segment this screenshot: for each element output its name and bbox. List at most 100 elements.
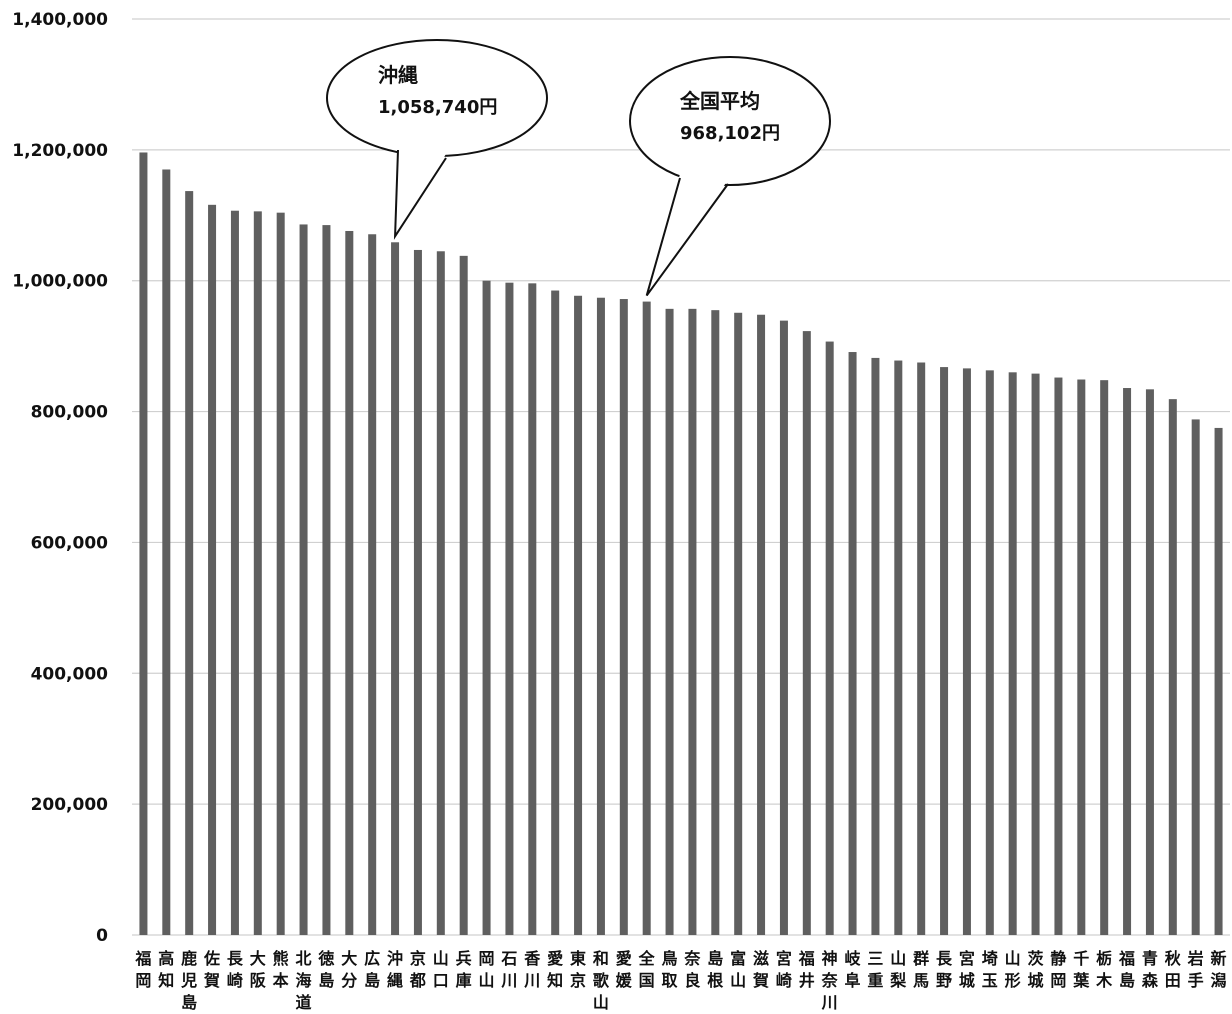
- x-tick-label: 群馬: [913, 949, 929, 990]
- x-tick-label: 神奈川: [821, 949, 839, 1012]
- bar-岡山: [482, 280, 491, 935]
- bar-宮崎: [779, 320, 788, 935]
- x-tick-label: 青森: [1142, 949, 1159, 990]
- x-tick-label: 岡山: [479, 949, 495, 990]
- bar-滋賀: [757, 314, 766, 935]
- x-tick-label: 徳島: [317, 949, 334, 990]
- x-tick-label: 香川: [523, 949, 541, 990]
- bar-徳島: [322, 225, 331, 936]
- bar-大阪: [253, 211, 262, 936]
- bar-茨城: [1031, 373, 1040, 935]
- x-tick-label: 山口: [433, 949, 449, 990]
- x-tick-label: 京都: [409, 949, 426, 990]
- y-tick-label: 200,000: [31, 795, 109, 815]
- callout-title: 全国平均: [679, 89, 760, 113]
- x-tick-label: 山梨: [889, 949, 907, 990]
- x-tick-label: 埼玉: [982, 949, 998, 990]
- y-tick-label: 1,000,000: [12, 272, 108, 292]
- bar-京都: [413, 249, 422, 935]
- callout-value: 968,102円: [680, 123, 780, 144]
- bar-島根: [711, 310, 720, 936]
- x-tick-label: 島根: [707, 949, 723, 990]
- x-tick-label: 長野: [936, 949, 953, 990]
- bar-神奈川: [825, 341, 834, 935]
- x-tick-label: 鹿児島: [180, 949, 197, 1012]
- x-tick-label: 新潟: [1211, 949, 1227, 990]
- bar-栃木: [1100, 380, 1109, 935]
- x-tick-label: 奈良: [683, 949, 701, 990]
- x-tick-label: 沖縄: [387, 949, 403, 990]
- x-tick-label: 高知: [158, 949, 174, 990]
- x-tick-label: 山形: [1005, 949, 1021, 990]
- bar-埼玉: [985, 370, 994, 935]
- bar-高知: [162, 169, 171, 935]
- bar-長崎: [230, 210, 239, 936]
- x-tick-label: 静岡: [1050, 949, 1066, 990]
- bar-山形: [1008, 372, 1017, 935]
- callout-value: 1,058,740円: [378, 97, 497, 118]
- bar-山梨: [894, 360, 903, 936]
- x-tick-label: 広島: [364, 949, 380, 990]
- bar-千葉: [1077, 379, 1086, 935]
- x-tick-label: 滋賀: [752, 949, 769, 990]
- bar-福岡: [139, 152, 148, 935]
- x-tick-label: 愛知: [547, 949, 563, 990]
- x-tick-label: 福井: [798, 949, 815, 990]
- bar-三重: [871, 357, 880, 935]
- x-axis: 福岡高知鹿児島佐賀長崎大阪熊本北海道徳島大分広島沖縄京都山口兵庫岡山石川香川愛知…: [134, 949, 1226, 1012]
- x-tick-label: 長崎: [227, 949, 244, 990]
- callout-title: 沖縄: [378, 63, 418, 87]
- callout-全国: 全国平均 968,102円: [629, 56, 831, 297]
- bar-福島: [1123, 388, 1132, 935]
- x-tick-label: 宮城: [959, 949, 975, 990]
- bar-鳥取: [665, 308, 674, 935]
- x-tick-label: 栃木: [1095, 949, 1113, 990]
- x-tick-label: 全国: [638, 949, 656, 990]
- bar-佐賀: [208, 204, 217, 935]
- x-tick-label: 宮崎: [776, 949, 792, 990]
- bar-秋田: [1168, 399, 1177, 935]
- bar-長野: [940, 367, 949, 936]
- x-tick-label: 和歌山: [593, 949, 610, 1012]
- bar-和歌山: [596, 297, 605, 935]
- y-tick-label: 1,400,000: [12, 10, 108, 30]
- bar-愛知: [551, 290, 560, 935]
- callout-沖縄: 沖縄 1,058,740円: [326, 39, 548, 240]
- bars: [139, 152, 1223, 936]
- bar-福井: [802, 331, 811, 935]
- bar-愛媛: [619, 299, 628, 935]
- bar-東京: [574, 295, 583, 936]
- x-tick-label: 兵庫: [456, 949, 472, 990]
- callout-tail-fill: [395, 146, 446, 237]
- bar-山口: [436, 251, 445, 935]
- bar-大分: [345, 230, 354, 935]
- x-tick-label: 千葉: [1072, 949, 1090, 990]
- x-tick-label: 石川: [500, 949, 517, 990]
- bar-奈良: [688, 308, 697, 935]
- bar-静岡: [1054, 377, 1063, 935]
- x-tick-label: 福岡: [134, 949, 151, 990]
- x-tick-label: 大分: [341, 949, 357, 990]
- x-tick-label: 三重: [867, 949, 883, 990]
- y-axis: 0 200,000 400,000 600,000 800,000 1,000,000 1,…: [12, 10, 108, 946]
- y-tick-label: 600,000: [31, 533, 109, 553]
- bar-兵庫: [459, 255, 468, 935]
- bar-岐阜: [848, 352, 857, 935]
- x-tick-label: 大阪: [250, 949, 267, 990]
- x-tick-label: 茨城: [1028, 949, 1044, 990]
- y-tick-label: 400,000: [31, 664, 109, 684]
- bar-広島: [368, 234, 377, 935]
- bar-石川: [505, 282, 514, 936]
- callout-tail-fill: [646, 174, 728, 296]
- bar-熊本: [276, 212, 285, 935]
- bar-鹿児島: [185, 191, 194, 935]
- y-tick-label: 0: [96, 926, 108, 946]
- x-tick-label: 福島: [1118, 949, 1135, 990]
- x-tick-label: 佐賀: [203, 949, 220, 990]
- x-tick-label: 富山: [730, 949, 746, 990]
- callout-bubble: [629, 56, 831, 186]
- callout-tail: [645, 177, 729, 297]
- callout-tail: [393, 149, 447, 240]
- y-tick-label: 1,200,000: [12, 141, 108, 161]
